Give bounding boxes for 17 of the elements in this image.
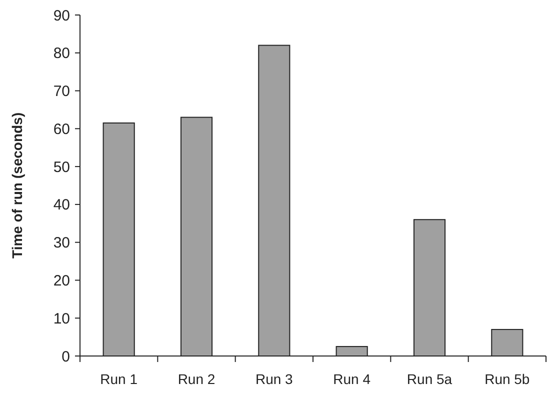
y-tick-label: 70 (53, 83, 70, 100)
y-tick-label: 30 (53, 234, 70, 252)
y-tick-label: 20 (53, 272, 70, 290)
y-tick-label: 80 (53, 45, 70, 62)
x-tick-label: Run 4 (333, 371, 371, 387)
x-tick-label: Run 1 (100, 371, 138, 387)
y-tick-label: 90 (53, 7, 70, 24)
y-tick-label: 10 (53, 310, 70, 328)
x-tick-label: Run 2 (178, 371, 216, 387)
y-axis-title: Time of run (seconds) (9, 112, 25, 258)
y-tick-label: 60 (53, 120, 70, 138)
y-tick-label: 50 (53, 158, 70, 176)
x-tick-label: Run 3 (255, 371, 294, 387)
y-tick-label: 40 (53, 196, 70, 214)
x-tick-label: Run 5a (406, 371, 452, 387)
y-tick-label: 0 (62, 348, 70, 366)
x-tick-label: Run 5b (484, 371, 530, 387)
